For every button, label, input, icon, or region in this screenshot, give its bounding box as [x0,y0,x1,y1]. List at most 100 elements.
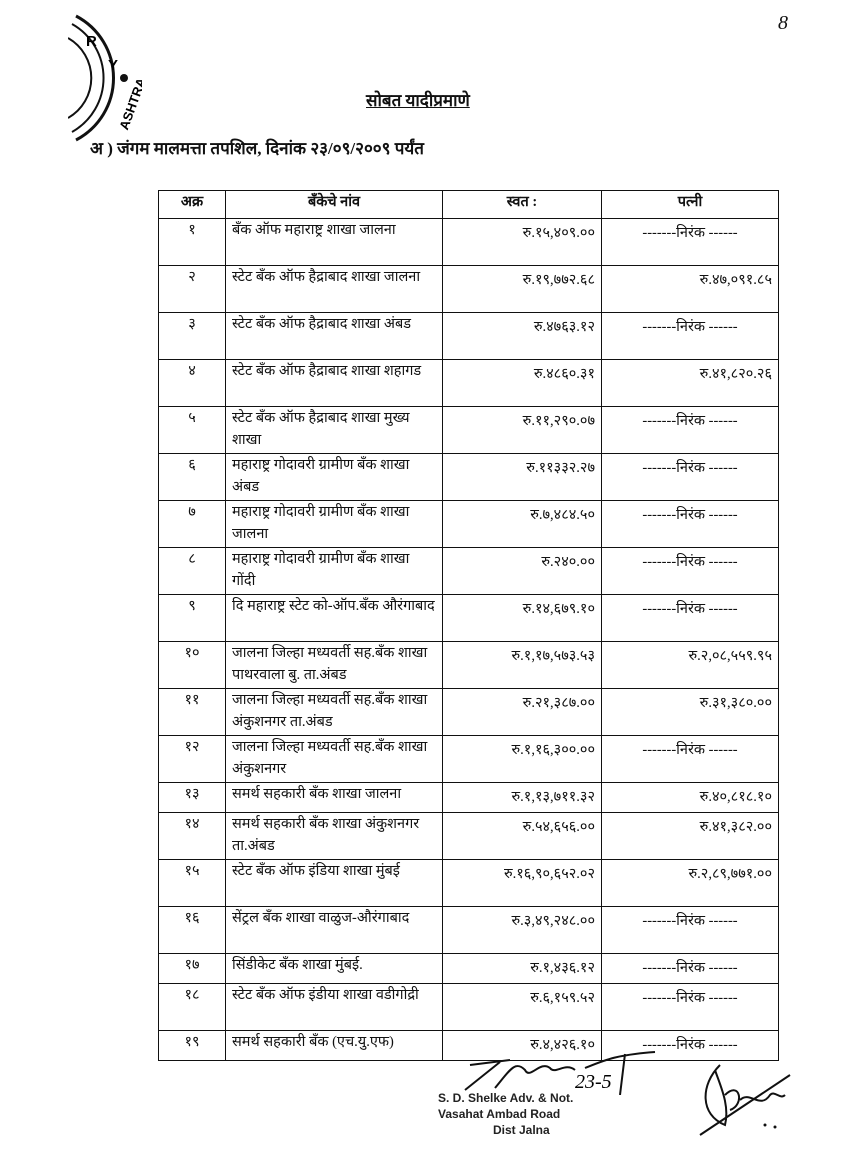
cell-wife-amount: रु.२,८९,७७१.०० [601,859,779,907]
svg-text:ASHTRA: ASHTRA [116,75,142,132]
table-row: ३ स्टेट बँक ऑफ हैद्राबाद शाखा अंबड रु.४७६३… [158,312,779,360]
cell-serial: ११ [158,688,226,736]
cell-wife-amount: -------निरंक ------ [601,547,779,595]
cell-serial: १८ [158,983,226,1031]
cell-bank-name: स्टेट बँक ऑफ हैद्राबाद शाखा मुख्य शाखा [225,406,443,454]
stamp-line-1: S. D. Shelke Adv. & Not. [438,1091,574,1105]
table-row: २ स्टेट बँक ऑफ हैद्राबाद शाखा जालना रु.१९,… [158,265,779,313]
signature-declarant [699,1064,791,1136]
table-row: १७ सिंडीकेट बँक शाखा मुंबई. रु.१,४३६.१२ ---… [158,953,779,984]
table-row: १९ समर्थ सहकारी बँक (एच.यु.एफ) रु.४,४२६.१०… [158,1030,779,1061]
table-row: ४ स्टेट बँक ऑफ हैद्राबाद शाखा शहागड रु.४८६… [158,359,779,407]
cell-wife-amount: रु.४७,०९१.८५ [601,265,779,313]
cell-self-amount: रु.१४,६७९.१० [442,594,602,642]
notary-seal: R Y ASHTRA [68,14,142,142]
cell-serial: १३ [158,782,226,813]
stamp-line-2: Vasahat Ambad Road [438,1107,561,1121]
cell-self-amount: रु.१,४३६.१२ [442,953,602,984]
cell-bank-name: स्टेट बँक ऑफ इंडीया शाखा वडीगोद्री [225,983,443,1031]
table-row: ५ स्टेट बँक ऑफ हैद्राबाद शाखा मुख्य शाखा र… [158,406,779,454]
cell-self-amount: रु.२४०.०० [442,547,602,595]
svg-text:R: R [86,33,97,50]
cell-serial: ४ [158,359,226,407]
cell-bank-name: जालना जिल्हा मध्यवर्ती सह.बँक शाखा अंकुश… [225,688,443,736]
cell-wife-amount: -------निरंक ------ [601,218,779,266]
cell-wife-amount: -------निरंक ------ [601,406,779,454]
cell-self-amount: रु.१,१६,३००.०० [442,735,602,783]
cell-bank-name: स्टेट बँक ऑफ हैद्राबाद शाखा अंबड [225,312,443,360]
cell-bank-name: महाराष्ट्र गोदावरी ग्रामीण बँक शाखा गोंद… [225,547,443,595]
cell-self-amount: रु.५४,६५६.०० [442,812,602,860]
cell-serial: १४ [158,812,226,860]
cell-self-amount: रु.११३३२.२७ [442,453,602,501]
table-row: १४ समर्थ सहकारी बँक शाखा अंकुशनगर ता.अंबड… [158,812,779,860]
signature-date: 23-5 [575,1071,612,1093]
cell-bank-name: सेंट्रल बँक शाखा वाळुज-औरंगाबाद [225,906,443,954]
cell-wife-amount: -------निरंक ------ [601,906,779,954]
cell-self-amount: रु.१५,४०९.०० [442,218,602,266]
bank-accounts-table: अक्र बँकेचे नांव स्वत : पत्नी १ बँक ऑफ मह… [158,190,779,1061]
section-heading: अ ) जंगम मालमत्ता तपशिल, दिनांक २३/०९/२०… [90,139,424,158]
svg-text:Y: Y [108,57,118,74]
cell-bank-name: स्टेट बँक ऑफ हैद्राबाद शाखा शहागड [225,359,443,407]
cell-self-amount: रु.१६,९०,६५२.०२ [442,859,602,907]
cell-wife-amount: -------निरंक ------ [601,983,779,1031]
cell-bank-name: सिंडीकेट बँक शाखा मुंबई. [225,953,443,984]
cell-bank-name: बँक ऑफ महाराष्ट्र शाखा जालना [225,218,443,266]
cell-serial: ९ [158,594,226,642]
table-row: ७ महाराष्ट्र गोदावरी ग्रामीण बँक शाखा जाल… [158,500,779,548]
cell-wife-amount: -------निरंक ------ [601,735,779,783]
cell-wife-amount: रु.४१,८२०.२६ [601,359,779,407]
document-title: सोबत यादीप्रमाणे [366,91,470,110]
table-row: १३ समर्थ सहकारी बँक शाखा जालना रु.१,१३,७११… [158,782,779,813]
cell-bank-name: दि महाराष्ट्र स्टेट को-ऑप.बँक औरंगाबाद [225,594,443,642]
table-row: ११ जालना जिल्हा मध्यवर्ती सह.बँक शाखा अंक… [158,688,779,736]
cell-serial: १० [158,641,226,689]
table-row: १५ स्टेट बँक ऑफ इंडिया शाखा मुंबई रु.१६,९०… [158,859,779,907]
cell-self-amount: रु.६,१५९.५२ [442,983,602,1031]
stamp-line-3: Dist Jalna [493,1123,550,1137]
cell-bank-name: जालना जिल्हा मध्यवर्ती सह.बँक शाखा पाथरव… [225,641,443,689]
cell-wife-amount: रु.४१,३८२.०० [601,812,779,860]
cell-wife-amount: -------निरंक ------ [601,453,779,501]
cell-serial: १६ [158,906,226,954]
cell-bank-name: जालना जिल्हा मध्यवर्ती सह.बँक शाखा अंकुश… [225,735,443,783]
cell-self-amount: रु.११,२९०.०७ [442,406,602,454]
cell-wife-amount: -------निरंक ------ [601,500,779,548]
cell-self-amount: रु.४७६३.१२ [442,312,602,360]
cell-bank-name: समर्थ सहकारी बँक शाखा जालना [225,782,443,813]
cell-self-amount: रु.४८६०.३१ [442,359,602,407]
header-serial: अक्र [158,190,226,219]
cell-serial: ६ [158,453,226,501]
cell-bank-name: महाराष्ट्र गोदावरी ग्रामीण बँक शाखा अंबड [225,453,443,501]
cell-self-amount: रु.३,४९,२४८.०० [442,906,602,954]
cell-serial: ७ [158,500,226,548]
header-wife: पत्नी [601,190,779,219]
cell-self-amount: रु.२१,३८७.०० [442,688,602,736]
cell-wife-amount: -------निरंक ------ [601,594,779,642]
table-row: १ बँक ऑफ महाराष्ट्र शाखा जालना रु.१५,४०९.०… [158,218,779,266]
cell-serial: ८ [158,547,226,595]
cell-wife-amount: रु.२,०८,५५९.९५ [601,641,779,689]
cell-serial: १२ [158,735,226,783]
table-row: १८ स्टेट बँक ऑफ इंडीया शाखा वडीगोद्री रु.६… [158,983,779,1031]
cell-self-amount: रु.१,१३,७११.३२ [442,782,602,813]
table-header-row: अक्र बँकेचे नांव स्वत : पत्नी [158,190,779,219]
table-row: १२ जालना जिल्हा मध्यवर्ती सह.बँक शाखा अंक… [158,735,779,783]
cell-serial: २ [158,265,226,313]
cell-wife-amount: रु.४०,८१८.१० [601,782,779,813]
cell-bank-name: महाराष्ट्र गोदावरी ग्रामीण बँक शाखा जालन… [225,500,443,548]
cell-wife-amount: -------निरंक ------ [601,953,779,984]
cell-wife-amount: -------निरंक ------ [601,1030,779,1061]
cell-self-amount: रु.१,१७,५७३.५३ [442,641,602,689]
cell-serial: ५ [158,406,226,454]
cell-serial: १ [158,218,226,266]
signature-advocate: 23-5 [464,1051,656,1095]
table-row: ६ महाराष्ट्र गोदावरी ग्रामीण बँक शाखा अंब… [158,453,779,501]
advocate-stamp: S. D. Shelke Adv. & Not. Vasahat Ambad R… [438,1090,573,1138]
cell-serial: १७ [158,953,226,984]
cell-serial: १५ [158,859,226,907]
cell-wife-amount: -------निरंक ------ [601,312,779,360]
table-row: ८ महाराष्ट्र गोदावरी ग्रामीण बँक शाखा गों… [158,547,779,595]
table-row: १६ सेंट्रल बँक शाखा वाळुज-औरंगाबाद रु.३,४९… [158,906,779,954]
